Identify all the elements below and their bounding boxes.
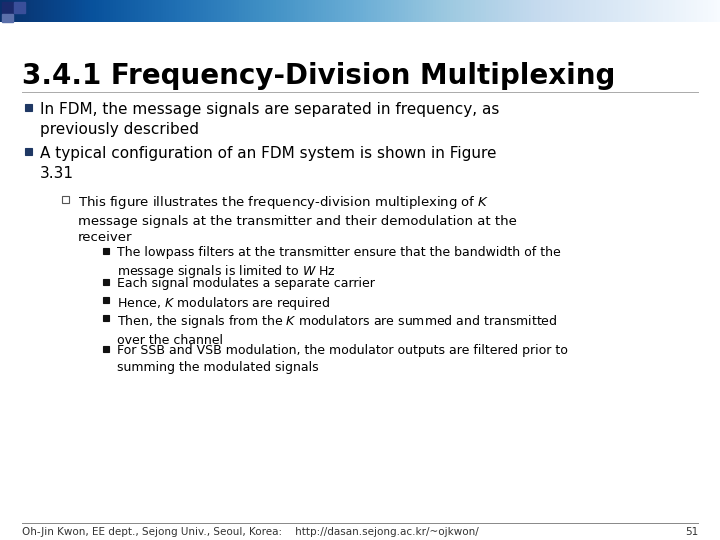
Text: 3.4.1 Frequency-Division Multiplexing: 3.4.1 Frequency-Division Multiplexing — [22, 62, 616, 90]
Bar — [62, 195, 69, 202]
Bar — [103, 346, 109, 352]
Text: This figure illustrates the frequency-division multiplexing of $K$
message signa: This figure illustrates the frequency-di… — [78, 194, 517, 244]
Bar — [25, 104, 32, 111]
Text: In FDM, the message signals are separated in frequency, as
previously described: In FDM, the message signals are separate… — [40, 102, 500, 137]
Text: Hence, $K$ modulators are required: Hence, $K$ modulators are required — [117, 295, 330, 312]
Bar — [2, 14, 13, 22]
Text: 51: 51 — [685, 527, 698, 537]
Text: For SSB and VSB modulation, the modulator outputs are filtered prior to
summing : For SSB and VSB modulation, the modulato… — [117, 344, 568, 374]
Bar — [103, 279, 109, 285]
Text: Each signal modulates a separate carrier: Each signal modulates a separate carrier — [117, 277, 375, 290]
Text: Oh-Jin Kwon, EE dept., Sejong Univ., Seoul, Korea:    http://dasan.sejong.ac.kr/: Oh-Jin Kwon, EE dept., Sejong Univ., Seo… — [22, 527, 479, 537]
Bar — [14, 2, 25, 13]
Bar — [103, 297, 109, 303]
Bar — [25, 147, 32, 154]
Bar — [2, 2, 13, 13]
Bar — [103, 315, 109, 321]
Text: Then, the signals from the $K$ modulators are summed and transmitted
over the ch: Then, the signals from the $K$ modulator… — [117, 313, 557, 347]
Bar — [103, 248, 109, 254]
Text: The lowpass filters at the transmitter ensure that the bandwidth of the
message : The lowpass filters at the transmitter e… — [117, 246, 561, 280]
Text: A typical configuration of an FDM system is shown in Figure
3.31: A typical configuration of an FDM system… — [40, 146, 497, 181]
